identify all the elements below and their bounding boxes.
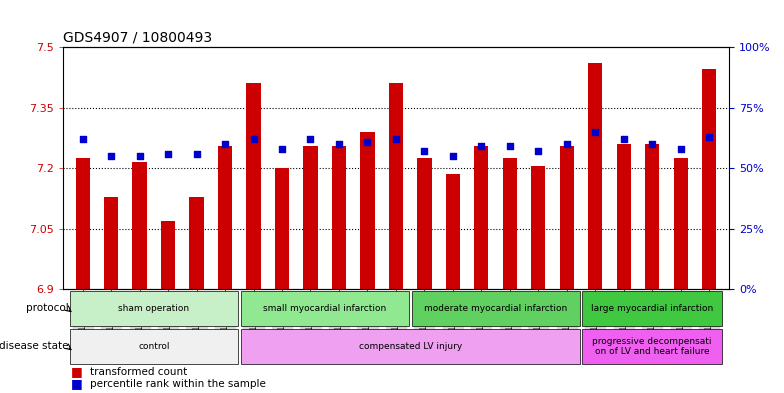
Text: compensated LV injury: compensated LV injury [358, 342, 462, 351]
FancyBboxPatch shape [70, 329, 238, 364]
Point [418, 148, 430, 154]
Point [332, 141, 345, 147]
FancyBboxPatch shape [583, 329, 722, 364]
Text: moderate myocardial infarction: moderate myocardial infarction [424, 304, 567, 313]
Bar [246, 83, 260, 289]
Point [133, 153, 146, 159]
Point [304, 136, 317, 142]
Bar [503, 158, 517, 289]
Bar [218, 146, 232, 289]
Point [361, 138, 374, 145]
Point [447, 153, 459, 159]
Text: transformed count: transformed count [90, 367, 187, 377]
Point [703, 134, 716, 140]
Point [247, 136, 260, 142]
Point [475, 143, 488, 150]
Point [532, 148, 545, 154]
Text: large myocardial infarction: large myocardial infarction [591, 304, 713, 313]
Point [105, 153, 118, 159]
Bar [446, 174, 460, 289]
Bar [75, 158, 90, 289]
Bar [560, 146, 574, 289]
Point [561, 141, 573, 147]
Bar [275, 168, 289, 289]
Bar [361, 132, 375, 289]
Point [191, 151, 203, 157]
Point [390, 136, 402, 142]
Point [589, 129, 601, 135]
Bar [161, 221, 175, 289]
Bar [104, 196, 118, 289]
Text: sham operation: sham operation [118, 304, 190, 313]
Bar [673, 158, 688, 289]
FancyBboxPatch shape [241, 291, 408, 325]
Point [162, 151, 174, 157]
Bar [132, 162, 147, 289]
Bar [588, 63, 602, 289]
Point [618, 136, 630, 142]
Point [503, 143, 516, 150]
FancyBboxPatch shape [70, 291, 238, 325]
Text: ■: ■ [71, 365, 82, 378]
Point [76, 136, 89, 142]
Bar [702, 69, 717, 289]
Text: progressive decompensati
on of LV and heart failure: progressive decompensati on of LV and he… [593, 337, 712, 356]
Text: control: control [138, 342, 169, 351]
Point [646, 141, 659, 147]
Text: percentile rank within the sample: percentile rank within the sample [90, 379, 266, 389]
Bar [332, 146, 346, 289]
Point [276, 146, 289, 152]
Bar [303, 146, 318, 289]
Text: protocol: protocol [26, 303, 68, 313]
Bar [417, 158, 431, 289]
FancyBboxPatch shape [241, 329, 579, 364]
Bar [617, 144, 631, 289]
Bar [645, 144, 659, 289]
FancyBboxPatch shape [583, 291, 722, 325]
Bar [474, 146, 488, 289]
Text: ■: ■ [71, 377, 82, 390]
Text: GDS4907 / 10800493: GDS4907 / 10800493 [63, 31, 212, 44]
Bar [190, 196, 204, 289]
Point [674, 146, 687, 152]
Point [219, 141, 231, 147]
Bar [389, 83, 403, 289]
Bar [532, 166, 546, 289]
Text: small myocardial infarction: small myocardial infarction [263, 304, 387, 313]
Text: disease state: disease state [0, 342, 68, 351]
FancyBboxPatch shape [412, 291, 579, 325]
